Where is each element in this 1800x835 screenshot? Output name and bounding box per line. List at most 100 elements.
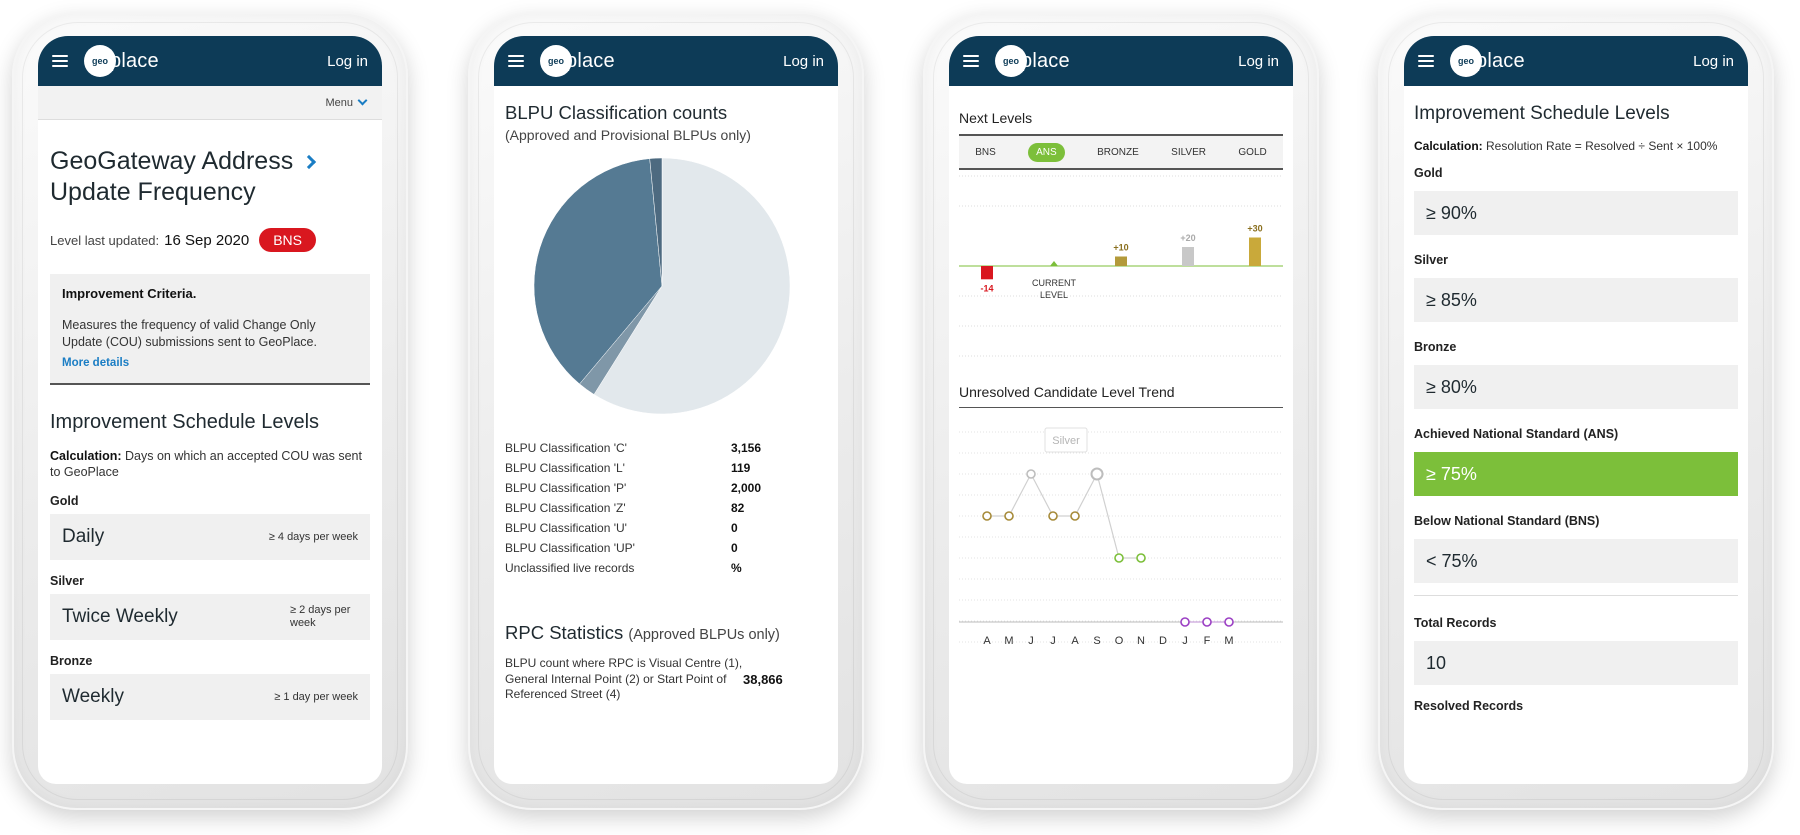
level-value: Daily [62, 526, 105, 547]
rpc-row: BLPU count where RPC is Visual Centre (1… [505, 656, 827, 703]
bar-label: +20 [1180, 233, 1195, 243]
divider [1414, 595, 1738, 596]
more-details-link[interactable]: More details [62, 357, 130, 369]
bar-gold [1249, 237, 1261, 266]
level-box-silver: ≥ 85% [1414, 278, 1738, 322]
level-box-bronze: ≥ 80% [1414, 365, 1738, 409]
top-bar: geo place Log in [949, 36, 1293, 86]
login-link[interactable]: Log in [327, 52, 368, 70]
page-title-line1: GeoGateway Address [50, 147, 294, 175]
trend-point[interactable] [1070, 511, 1080, 521]
tooltip-text: Silver [1052, 435, 1080, 447]
geoplace-logo[interactable]: geo place [540, 45, 615, 77]
trend-point[interactable] [1224, 617, 1234, 627]
level-name-gold: Gold [50, 494, 79, 508]
level-value: Twice Weekly [62, 606, 178, 627]
trend-point[interactable] [1004, 511, 1014, 521]
row-label: BLPU Classification 'P' [505, 481, 627, 495]
tab-silver[interactable]: SILVER [1171, 146, 1206, 158]
row-value: 0 [731, 541, 738, 555]
trend-point[interactable] [1048, 511, 1058, 521]
next-levels-title: Next Levels [959, 110, 1033, 126]
trend-point[interactable] [1090, 467, 1104, 481]
trend-point[interactable] [982, 511, 992, 521]
login-link[interactable]: Log in [783, 52, 824, 70]
row-value: 3,156 [731, 441, 762, 455]
page-title: GeoGateway Address Update Frequency [50, 146, 370, 208]
criteria-text: Measures the frequency of valid Change O… [62, 318, 317, 349]
row-value: % [731, 561, 742, 575]
level-note: ≥ 4 days per week [268, 530, 358, 543]
hamburger-menu-icon[interactable] [1418, 55, 1434, 67]
logo-geo: geo [995, 45, 1027, 77]
phone-frame-3: geo place Log in Next Levels BNS ANS BRONZ… [923, 12, 1319, 810]
classification-subtitle: (Approved and Provisional BLPUs only) [505, 127, 751, 143]
x-tick-label: J [1050, 635, 1056, 647]
improvement-criteria-panel: Improvement Criteria. Measures the frequ… [50, 274, 370, 385]
rpc-subtitle: (Approved BLPUs only) [628, 627, 780, 643]
geoplace-logo[interactable]: geo place [1450, 45, 1525, 77]
x-tick-label: M [1004, 635, 1013, 647]
level-tabs: BNS ANS BRONZE SILVER GOLD [959, 134, 1283, 170]
resolved-records-label: Resolved Records [1414, 699, 1524, 713]
tab-bns[interactable]: BNS [975, 146, 996, 158]
x-tick-label: O [1115, 635, 1124, 647]
tab-ans[interactable]: ANS [1028, 142, 1065, 162]
row-label: BLPU Classification 'C' [505, 441, 627, 455]
rpc-value: 38,866 [743, 671, 783, 687]
schedule-title: Improvement Schedule Levels [1414, 103, 1670, 124]
trend-point[interactable] [1202, 617, 1212, 627]
bar-label: -14 [980, 283, 993, 293]
logo-place: place [1021, 49, 1070, 72]
rpc-title-text: RPC Statistics [505, 622, 624, 643]
classification-title: BLPU Classification counts [505, 102, 728, 123]
top-bar: geo place Log in [1404, 36, 1748, 86]
tooltip [1044, 427, 1088, 453]
trend-line [987, 472, 1141, 559]
login-link[interactable]: Log in [1693, 52, 1734, 70]
chevron-down-icon[interactable] [357, 95, 368, 106]
level-box-gold: ≥ 90% [1414, 191, 1738, 235]
trend-point[interactable] [1026, 469, 1036, 479]
calculation-text: Calculation: Resolution Rate = Resolved … [1414, 139, 1738, 154]
bar-bronze [1115, 256, 1127, 266]
row-label: Unclassified live records [505, 561, 635, 575]
tab-gold[interactable]: GOLD [1238, 146, 1267, 158]
tab-bronze[interactable]: BRONZE [1097, 146, 1139, 158]
classification-pie-chart [533, 157, 791, 415]
x-tick-label: N [1137, 635, 1145, 647]
level-name-bronze: Bronze [1414, 340, 1457, 354]
table-row: BLPU Classification 'C' 3,156 [505, 438, 827, 458]
geoplace-logo[interactable]: geo place [995, 45, 1070, 77]
rpc-title: RPC Statistics (Approved BLPUs only) [505, 622, 827, 644]
schedule-title: Improvement Schedule Levels [50, 411, 320, 433]
pie-slice-2 [533, 158, 663, 385]
x-tick-label: M [1224, 635, 1233, 647]
table-row: BLPU Classification 'L' 119 [505, 458, 827, 478]
hamburger-menu-icon[interactable] [508, 55, 524, 67]
hamburger-menu-icon[interactable] [963, 55, 979, 67]
menu-toggle[interactable]: Menu [325, 96, 353, 109]
current-level-marker [1050, 261, 1058, 266]
level-updated-date: 16 Sep 2020 [164, 231, 250, 249]
trend-point[interactable] [1136, 553, 1146, 563]
menu-bar: Menu [38, 86, 382, 120]
geoplace-logo[interactable]: geo place [84, 45, 159, 77]
trend-point[interactable] [1114, 553, 1124, 563]
bar-label: LEVEL [1040, 290, 1068, 300]
row-label: BLPU Classification 'U' [505, 521, 627, 535]
trend-point[interactable] [1180, 617, 1190, 627]
calculation-value: Days on which an accepted COU was sent t… [50, 449, 362, 479]
bar-label: CURRENT [1032, 278, 1077, 288]
logo-geo: geo [540, 45, 572, 77]
x-tick-label: A [1071, 635, 1079, 647]
x-tick-label: J [1028, 635, 1034, 647]
chevron-right-icon[interactable] [302, 154, 317, 170]
bar-label: +10 [1113, 243, 1128, 253]
logo-place: place [1476, 49, 1525, 72]
login-link[interactable]: Log in [1238, 52, 1279, 70]
criteria-title: Improvement Criteria. [62, 286, 197, 301]
level-note: ≥ 1 day per week [274, 690, 358, 703]
phone-screen-3: geo place Log in Next Levels BNS ANS BRONZ… [949, 36, 1293, 784]
hamburger-menu-icon[interactable] [52, 55, 68, 67]
